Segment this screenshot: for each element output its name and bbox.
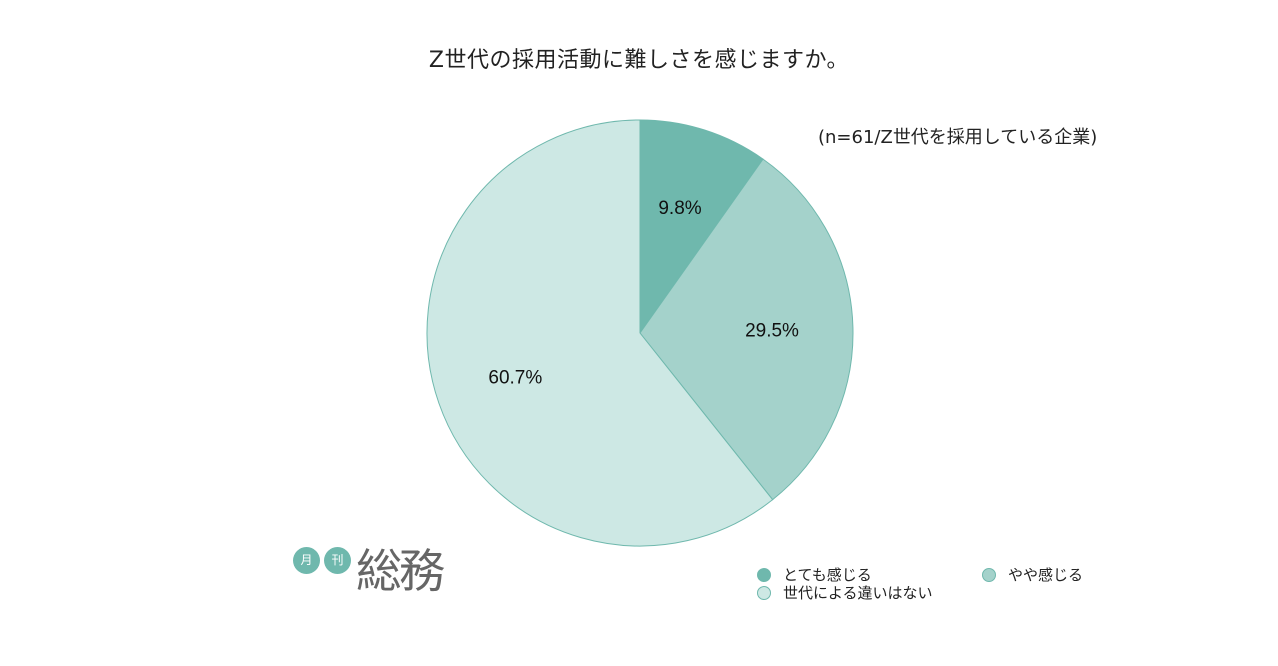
legend-swatch [757,568,771,582]
logo-badge-monthly: 月 [293,547,320,574]
slice-value-label: 29.5% [745,320,799,341]
chart-title: Z世代の採用活動に難しさを感じますか。 [428,48,850,73]
chart-legend: とても感じる やや感じる 世代による違いはない [757,567,1117,607]
legend-item-somewhat: やや感じる [982,567,1083,583]
chart-subtitle: (n=61/Z世代を採用している企業) [818,127,1098,148]
slice-value-label: 60.7% [488,368,542,389]
pie-slices [426,119,854,547]
pie-slice-labels: 9.8% 29.5% 60.7% [488,198,799,388]
publisher-logo: 月 刊 総務 [292,544,452,601]
slice-no-difference [426,119,774,547]
legend-swatch [982,568,996,582]
logo-brand-text: 総務 [356,544,445,598]
slice-somewhat [639,158,854,501]
legend-label: とても感じる [783,566,872,584]
legend-label: 世代による違いはない [783,584,933,602]
slice-very [639,119,764,335]
legend-swatch [757,586,771,600]
legend-item-no-difference: 世代による違いはない [757,585,933,601]
legend-label: やや感じる [1008,566,1084,584]
legend-item-very: とても感じる [757,567,872,583]
slice-value-label: 9.8% [658,198,701,219]
logo-badge-publication: 刊 [324,547,351,574]
